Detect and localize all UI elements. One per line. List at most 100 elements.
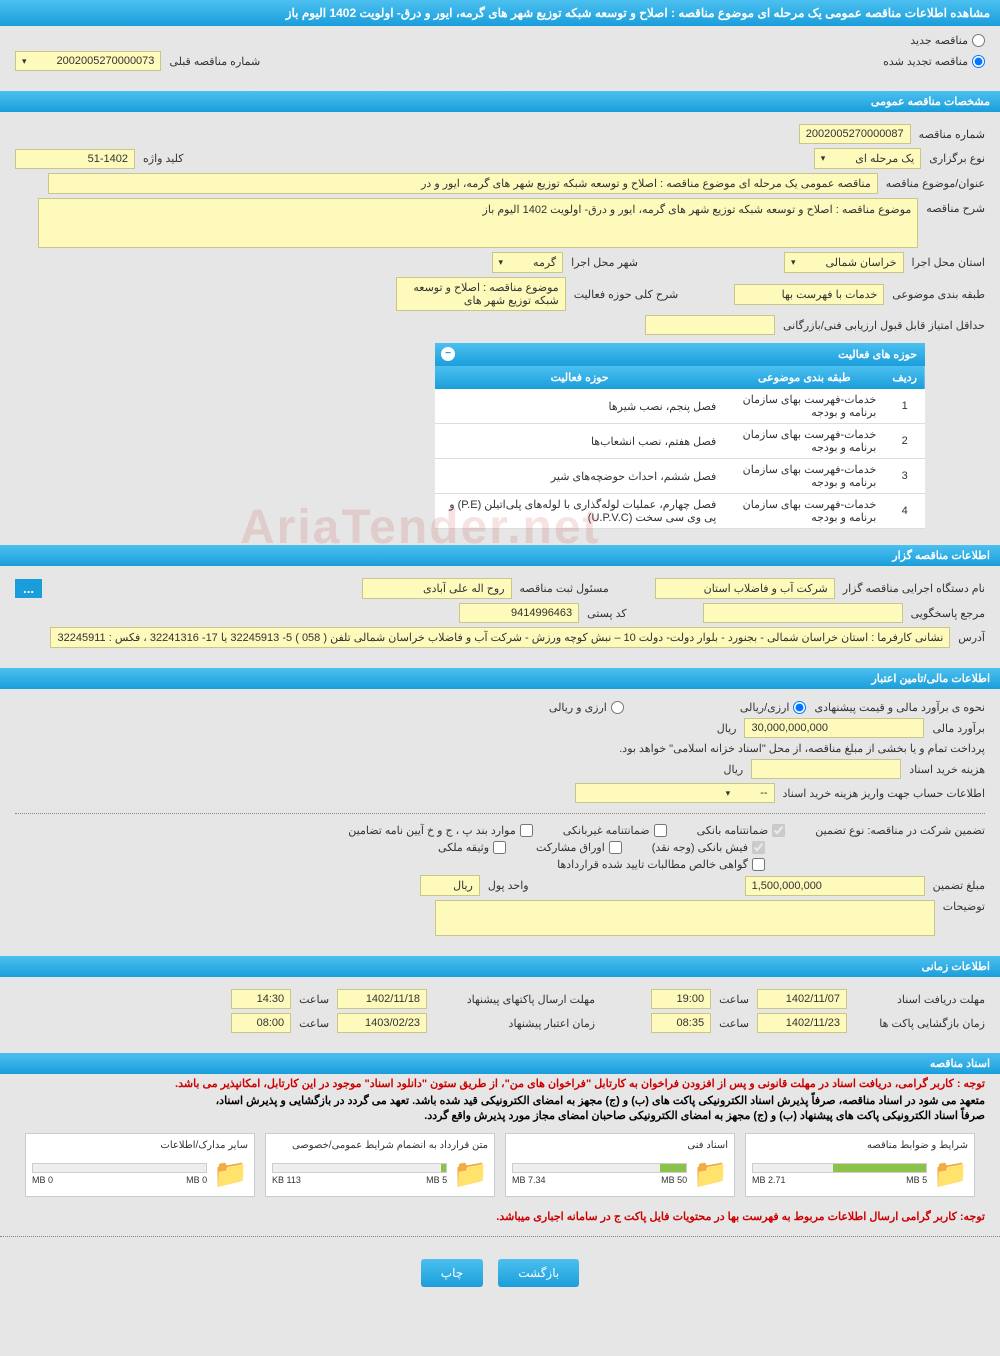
- section-docs-header: اسناد مناقصه: [0, 1053, 1000, 1074]
- tender-type-block: مناقصه جدید مناقصه تجدید شده شماره مناقص…: [0, 26, 1000, 83]
- folder-icon: 📁: [933, 1157, 968, 1190]
- opening-date: 1402/11/23: [757, 1013, 847, 1033]
- table-row: 1خدمات-فهرست بهای سازمان برنامه و بودجهف…: [435, 389, 925, 424]
- validity-label: زمان اعتبار پیشنهاد: [435, 1017, 595, 1030]
- activity-table: حوزه های فعالیت − ردیف طبقه بندی موضوعی …: [435, 343, 925, 529]
- min-score-label: حداقل امتیاز قابل قبول ارزیابی فنی/بازرگ…: [783, 319, 985, 332]
- col-index: ردیف: [884, 366, 925, 389]
- holding-type-label: نوع برگزاری: [929, 152, 985, 165]
- check-mortgage[interactable]: وثیقه ملکی: [438, 841, 506, 854]
- guarantee-label: تضمین شرکت در مناقصه: نوع تضمین: [815, 824, 985, 837]
- document-grid: شرایط و ضوابط مناقصه 📁 5 MB2.71 MB اسناد…: [0, 1123, 1000, 1207]
- divider: [15, 813, 985, 814]
- minimize-icon[interactable]: −: [441, 347, 455, 361]
- document-card[interactable]: شرایط و ضوابط مناقصه 📁 5 MB2.71 MB: [745, 1133, 975, 1197]
- back-button[interactable]: بازگشت: [498, 1259, 579, 1287]
- chevron-down-icon: ▾: [791, 257, 796, 268]
- account-select[interactable]: -- ▾: [575, 783, 775, 803]
- doc-title: اسناد فنی: [512, 1140, 728, 1151]
- chevron-down-icon: ▾: [22, 56, 27, 67]
- section-org: نام دستگاه اجرایی مناقصه گزار شرکت آب و …: [0, 566, 1000, 660]
- check-regulation[interactable]: موارد بند پ ، ج و خ آیین نامه تضامین: [348, 824, 532, 837]
- section-org-header: اطلاعات مناقصه گزار: [0, 545, 1000, 566]
- currency-unit-label: واحد پول: [488, 879, 529, 892]
- province-select[interactable]: خراسان شمالی ▾: [784, 252, 904, 273]
- postal-field: 9414996463: [459, 603, 579, 623]
- folder-icon: 📁: [693, 1157, 728, 1190]
- rial-unit: ریال: [717, 722, 737, 735]
- opening-label: زمان بازگشایی پاکت ها: [855, 1017, 985, 1030]
- doc-title: متن قرارداد به انضمام شرایط عمومی/خصوصی: [272, 1140, 488, 1151]
- check-bonds[interactable]: اوراق مشارکت: [536, 841, 622, 854]
- radio-rial-currency[interactable]: ارزی و ریالی: [549, 701, 624, 714]
- radio-new-tender[interactable]: مناقصه جدید: [910, 34, 985, 47]
- check-nonbank[interactable]: ضمانتنامه غیربانکی: [563, 824, 667, 837]
- category-subject-label: طبقه بندی موضوعی: [892, 288, 985, 301]
- account-label: اطلاعات حساب جهت واریز هزینه خرید اسناد: [783, 787, 985, 800]
- doc-size: 50 MB7.34 MB: [512, 1175, 687, 1185]
- check-cert[interactable]: گواهی خالص مطالبات تایید شده قراردادها: [557, 858, 765, 871]
- divider: [0, 1236, 1000, 1237]
- min-score-field: [645, 315, 775, 335]
- chevron-down-icon: ▾: [726, 788, 731, 799]
- page-title-bar: مشاهده اطلاعات مناقصه عمومی یک مرحله ای …: [0, 0, 1000, 26]
- section-time: مهلت دریافت اسناد 1402/11/07 ساعت 19:00 …: [0, 977, 1000, 1045]
- description-field: موضوع مناقصه : اصلاح و توسعه شبکه توزیع …: [38, 198, 918, 248]
- radio-rial-only[interactable]: ارزی/ریالی: [740, 701, 807, 714]
- postal-label: کد پستی: [587, 607, 626, 620]
- docs-final-note: توجه: کاربر گرامی ارسال اطلاعات مربوط به…: [0, 1207, 1000, 1226]
- tender-number-field: 2002005270000087: [799, 124, 911, 144]
- document-card[interactable]: اسناد فنی 📁 50 MB7.34 MB: [505, 1133, 735, 1197]
- doc-cost-label: هزینه خرید اسناد: [909, 763, 985, 776]
- ellipsis-button[interactable]: ...: [15, 579, 42, 598]
- responsible-label: مسئول ثبت مناقصه: [520, 582, 609, 595]
- button-bar: بازگشت چاپ: [0, 1247, 1000, 1299]
- subject-title-field: مناقصه عمومی یک مرحله ای موضوع مناقصه : …: [48, 173, 878, 194]
- envelope-date: 1402/11/18: [337, 989, 427, 1009]
- doc-size: 5 MB113 KB: [272, 1175, 447, 1185]
- activity-scope-field: موضوع مناقصه : اصلاح و توسعه شبکه توزیع …: [396, 277, 566, 311]
- check-cash[interactable]: فیش بانکی (وجه نقد): [652, 841, 765, 854]
- estimate-field: 30,000,000,000: [744, 718, 924, 738]
- deadline-label: مهلت دریافت اسناد: [855, 993, 985, 1006]
- page-title: مشاهده اطلاعات مناقصه عمومی یک مرحله ای …: [286, 6, 990, 20]
- table-row: 4خدمات-فهرست بهای سازمان برنامه و بودجهف…: [435, 494, 925, 529]
- address-label: آدرس: [958, 631, 985, 644]
- table-row: 3خدمات-فهرست بهای سازمان برنامه و بودجهف…: [435, 459, 925, 494]
- docs-note3: صرفاً اسناد الکترونیکی پاکت های پیشنهاد …: [0, 1108, 1000, 1123]
- province-label: استان محل اجرا: [912, 256, 985, 269]
- progress-bar: [512, 1163, 687, 1173]
- activity-table-title: حوزه های فعالیت −: [435, 343, 925, 366]
- category-subject-field: خدمات با فهرست بها: [734, 284, 884, 305]
- chevron-down-icon: ▾: [821, 153, 826, 164]
- chevron-down-icon: ▾: [499, 257, 504, 268]
- progress-bar: [32, 1163, 207, 1173]
- reference-label: مرجع پاسخگویی: [911, 607, 985, 620]
- section-finance-header: اطلاعات مالی/تامین اعتبار: [0, 668, 1000, 689]
- executive-label: نام دستگاه اجرایی مناقصه گزار: [843, 582, 985, 595]
- col-activity: حوزه فعالیت: [435, 366, 724, 389]
- deadline-time: 19:00: [651, 989, 711, 1009]
- document-card[interactable]: متن قرارداد به انضمام شرایط عمومی/خصوصی …: [265, 1133, 495, 1197]
- city-select[interactable]: گرمه ▾: [492, 252, 564, 273]
- progress-bar: [752, 1163, 927, 1173]
- radio-renewed-tender[interactable]: مناقصه تجدید شده: [883, 55, 985, 68]
- print-button[interactable]: چاپ: [421, 1259, 483, 1287]
- section-general-header: مشخصات مناقصه عمومی: [0, 91, 1000, 112]
- prev-number-label: شماره مناقصه قبلی: [169, 55, 260, 68]
- prev-number-select[interactable]: 2002005270000073 ▾: [15, 51, 161, 71]
- validity-date: 1403/02/23: [337, 1013, 427, 1033]
- payment-note: پرداخت تمام و یا بخشی از مبلغ مناقصه، از…: [619, 742, 985, 755]
- city-label: شهر محل اجرا: [571, 256, 638, 269]
- envelope-time: 14:30: [231, 989, 291, 1009]
- radio-renewed-input[interactable]: [972, 55, 985, 68]
- keyword-label: کلید واژه: [143, 152, 183, 165]
- tender-number-label: شماره مناقصه: [919, 128, 985, 141]
- check-bank[interactable]: ضمانتنامه بانکی: [697, 824, 786, 837]
- document-card[interactable]: سایر مدارک/اطلاعات 📁 0 MB0 MB: [25, 1133, 255, 1197]
- radio-new-input[interactable]: [972, 34, 985, 47]
- doc-size: 5 MB2.71 MB: [752, 1175, 927, 1185]
- subject-title-label: عنوان/موضوع مناقصه: [886, 177, 985, 190]
- holding-type-select[interactable]: یک مرحله ای ▾: [814, 148, 922, 169]
- docs-note1: توجه : کاربر گرامی، دریافت اسناد در مهلت…: [0, 1074, 1000, 1093]
